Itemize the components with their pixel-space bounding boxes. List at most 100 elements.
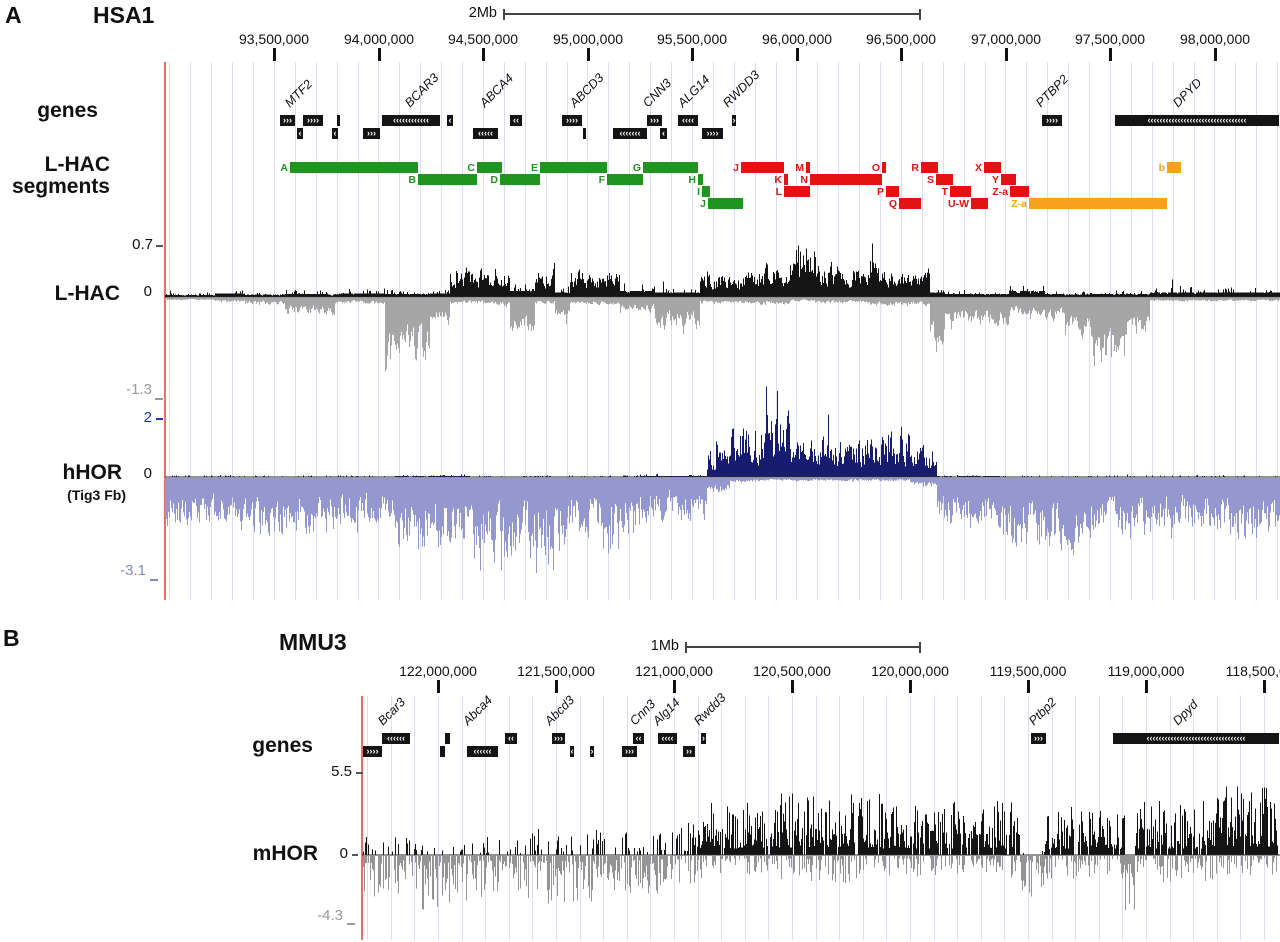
gridline [420,62,422,600]
lhac-segment-block-J [708,198,743,209]
gridline [815,696,817,940]
gridline [754,62,756,600]
gene-block: ›››› [303,115,323,126]
gene-strand-arrows: ›› [686,746,692,756]
gridline [629,62,631,600]
lhac-segment-block-S [936,174,953,185]
gridline [859,62,861,600]
axis-tick-label: 96,500,000 [865,31,937,47]
track-axis-tick-dash [156,245,163,247]
lhac-segment-block-Z-a [1010,186,1029,197]
mhor-zero-baseline [362,854,1280,856]
gridline [1075,696,1077,940]
gridline [1005,62,1007,600]
lhac-segment-block-I [702,186,710,197]
gridline [650,62,652,600]
axis-tick-label: 94,500,000 [447,31,519,47]
gridline [169,62,171,600]
axis-tick-label: 119,000,000 [1107,663,1185,679]
gridline [1214,62,1216,600]
gridline [1172,62,1174,600]
gene-strand-arrows: ‹ [570,746,574,756]
gene-name-label: CNN3 [640,76,675,110]
axis-tick-label: 95,000,000 [552,31,624,47]
gridline [900,62,902,600]
lhac-segment-block-A [290,162,418,173]
track-axis-tick-dash [347,923,355,925]
gene-strand-arrows: ‹‹‹‹ [682,115,694,125]
gene-block [445,733,450,744]
lhac-segment-letter-R: R [911,161,919,174]
lhac-segments-track-label-line2: segments [11,175,110,198]
gene-strand-arrows: ‹ [448,115,452,125]
gridline [744,696,746,940]
mhor-signal-track-label: mHOR [252,842,318,865]
gene-block: ‹‹ [510,115,522,126]
axis-tick-label: 119,500,000 [989,663,1067,679]
gene-name-label: DPYD [1170,75,1205,110]
panel-a-letter: A [5,2,22,28]
gridline [921,62,923,600]
lhac-segment-letter-b: b [1158,161,1165,174]
scalebar-end-tick-right [919,9,921,20]
gene-name-label: BCAR3 [402,70,442,110]
gridline [482,62,484,600]
lhac-segment-letter-Y: Y [991,173,999,186]
gridline [503,62,505,600]
track-axis-value-label: -4.3 [317,907,343,924]
gene-block: ‹‹‹‹‹‹‹‹‹‹‹‹‹‹‹‹‹‹‹‹‹‹‹‹‹‹‹‹‹‹‹‹‹ [1115,115,1279,126]
lhac-segment-block-Y [1001,174,1016,185]
lhac-segment-letter-J: J [733,161,739,174]
gridline [190,62,192,600]
track-axis-value-label: -1.3 [126,381,152,398]
axis-tick-label: 122,000,000 [399,663,477,679]
gene-block: ›››› [1042,115,1062,126]
lhac-segment-block-K [784,174,788,185]
lhac-segment-letter-L: L [775,185,782,198]
gene-strand-arrows: ‹ [298,128,302,138]
panel-a-scalebar-label: 2Mb [468,5,497,21]
gene-strand-arrows: ‹‹‹‹‹‹‹‹‹‹‹‹‹‹‹‹‹‹‹‹‹‹‹‹‹‹‹‹‹‹‹‹‹ [1146,733,1246,743]
l-hac-positive-signal [165,243,1280,297]
gridline [886,696,888,940]
gene-block: ‹‹‹‹‹‹ [382,733,410,744]
gridline [626,696,628,940]
axis-tick-mark [900,48,903,61]
gene-strand-arrows: ››› [625,746,634,756]
lhac-segment-block-H [698,174,703,185]
axis-tick-mark [437,680,440,693]
gridline [462,62,463,600]
gridline [817,62,819,600]
gene-block: ››› [363,128,380,139]
lhac-segment-block-Z-a [1029,198,1167,209]
gridline [880,62,881,600]
gridline [315,62,317,600]
gridline [399,62,401,600]
lhac-segment-block-F [607,174,643,185]
axis-tick-label: 98,000,000 [1179,31,1251,47]
gene-name-label: Abca4 [460,693,496,728]
gene-strand-arrows: ›››› [1046,115,1058,125]
gene-block: ›› [683,746,695,757]
axis-tick-mark [1263,680,1266,693]
lhac-segment-block-X [984,162,1001,173]
gridline [378,62,380,600]
gene-strand-arrows: ‹‹‹‹‹‹‹‹‹‹‹‹‹‹‹‹‹‹‹‹‹‹‹‹‹‹‹‹‹‹‹‹‹ [1147,115,1247,125]
axis-tick-mark [587,48,590,61]
axis-tick-mark [796,48,799,61]
gene-strand-arrows: ‹ [662,128,665,138]
gene-name-label: Cnn3 [627,696,659,728]
gridline [1193,62,1195,600]
axis-tick-label: 93,500,000 [238,31,310,47]
panel-b-scalebar-label: 1Mb [650,638,679,654]
gene-strand-arrows: ‹‹ [508,733,514,743]
gridline [566,62,568,600]
gene-strand-arrows: ›››› [706,128,719,138]
gridline [603,696,605,940]
gridline [650,696,652,940]
gene-strand-arrows: ‹‹‹‹‹‹ [473,746,492,756]
lhac-segment-letter-U-W: U-W [948,197,969,210]
gene-name-label: PTBP2 [1033,72,1072,110]
